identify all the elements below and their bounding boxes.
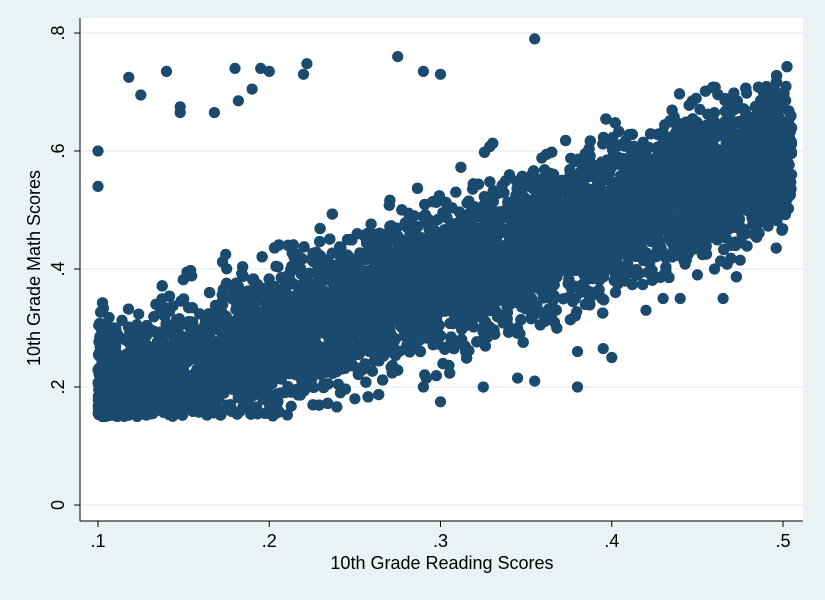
data-point: [285, 400, 297, 412]
data-points: [92, 33, 798, 422]
data-point: [133, 308, 145, 320]
